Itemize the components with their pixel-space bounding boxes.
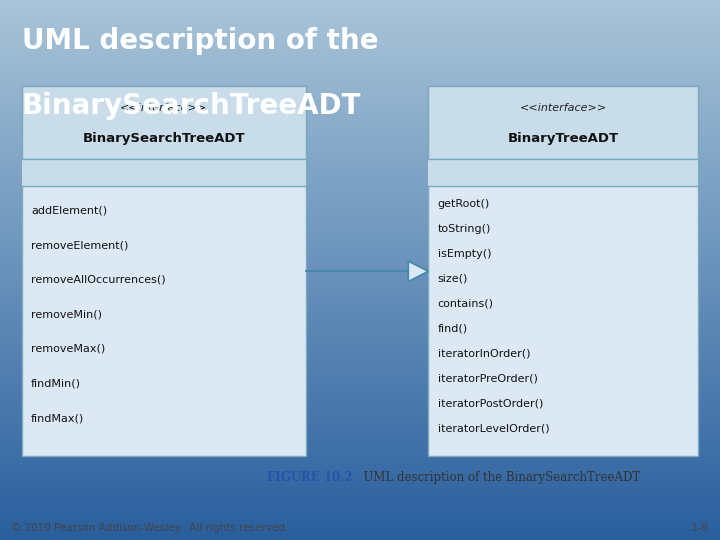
Text: iteratorPostOrder(): iteratorPostOrder(): [438, 399, 543, 409]
Text: removeMax(): removeMax(): [31, 344, 105, 354]
Polygon shape: [408, 261, 428, 281]
Text: © 2010 Pearson Addison-Wesley.  All rights reserved.: © 2010 Pearson Addison-Wesley. All right…: [11, 523, 288, 533]
Bar: [22, 86, 306, 159]
Text: findMin(): findMin(): [31, 379, 81, 389]
Text: BinarySearchTreeADT: BinarySearchTreeADT: [22, 92, 361, 120]
Text: <<interface>>: <<interface>>: [520, 103, 607, 113]
Text: toString(): toString(): [438, 224, 491, 234]
Text: UML description of the BinarySearchTreeADT: UML description of the BinarySearchTreeA…: [356, 471, 641, 484]
Text: findMax(): findMax(): [31, 413, 84, 423]
Text: find(): find(): [438, 324, 468, 334]
Text: UML description of the: UML description of the: [22, 27, 378, 55]
Text: addElement(): addElement(): [31, 206, 107, 215]
Text: iteratorLevelOrder(): iteratorLevelOrder(): [438, 424, 549, 434]
Text: 1-8: 1-8: [691, 523, 709, 533]
Text: getRoot(): getRoot(): [438, 199, 490, 209]
Bar: [428, 86, 698, 456]
Text: removeAllOccurrences(): removeAllOccurrences(): [31, 275, 166, 285]
Text: contains(): contains(): [438, 299, 494, 309]
Text: iteratorInOrder(): iteratorInOrder(): [438, 349, 530, 359]
Text: iteratorPreOrder(): iteratorPreOrder(): [438, 374, 538, 384]
Text: FIGURE 10.2: FIGURE 10.2: [267, 471, 353, 484]
Bar: [428, 86, 698, 159]
Text: BinaryTreeADT: BinaryTreeADT: [508, 132, 619, 145]
Text: <<interface>>: <<interface>>: [120, 103, 207, 113]
Text: removeMin(): removeMin(): [31, 309, 102, 319]
Text: BinarySearchTreeADT: BinarySearchTreeADT: [83, 132, 245, 145]
Text: removeElement(): removeElement(): [31, 240, 128, 250]
Bar: [428, 159, 698, 186]
Text: size(): size(): [438, 274, 468, 284]
Bar: [22, 159, 306, 186]
Text: isEmpty(): isEmpty(): [438, 249, 491, 259]
Bar: [22, 86, 306, 456]
